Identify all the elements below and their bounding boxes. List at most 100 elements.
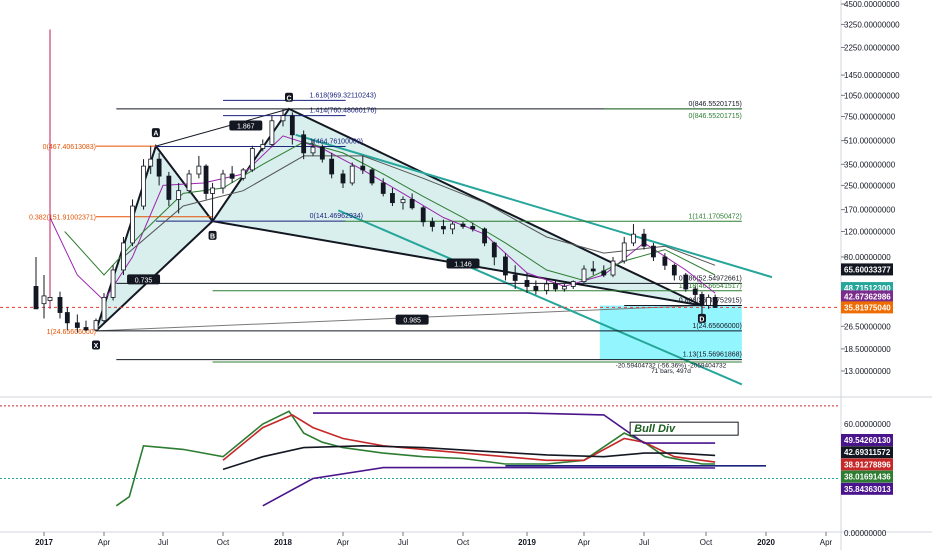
indicator-line [222, 414, 716, 463]
fib-label: 0(467.40613083) [43, 144, 96, 151]
ratio-label-box [229, 120, 263, 131]
candle-body [692, 288, 698, 295]
candle-body [360, 165, 366, 171]
candle-body [319, 146, 325, 160]
price-tick-label: 18.50000000 [844, 345, 891, 354]
indicator-tick-label: 60.00000000 [844, 420, 891, 429]
candle-body [429, 221, 435, 227]
price-panel: 1.618(969.32110243) 1.414(760.48060176) 0(… [0, 29, 838, 386]
ratio-label-box [395, 314, 429, 325]
price-tick-label: 350.00000000 [844, 160, 896, 169]
price-tick-label: 80.00000000 [844, 253, 891, 262]
pattern-point-marker [151, 128, 160, 138]
bull-div-box [629, 421, 739, 436]
candle-body [64, 312, 70, 324]
price-tick-label: 26.50000000 [844, 322, 891, 331]
candle-body [503, 256, 508, 276]
candle-body [269, 120, 275, 145]
pattern-point-label: C [286, 95, 291, 102]
fib-label: 0(846.55201715) [689, 101, 742, 108]
candle-body [280, 115, 286, 122]
candle-body [249, 148, 255, 171]
pattern-point-marker [697, 313, 706, 323]
fib-label: 1(141.17050472) [689, 213, 742, 220]
fib-label: 1.414(760.48060176) [310, 108, 377, 115]
ratio-label-box [127, 274, 161, 285]
candle-body [57, 296, 63, 313]
candle-body [671, 264, 677, 276]
candle-body [712, 296, 718, 308]
candle-body [553, 283, 558, 290]
time-axis: 2017 Apr Jul Oct 2018 Apr Jul Oct 2019 Apr Jul Oct 2… [35, 532, 833, 547]
time-tick-label: Jul [639, 538, 649, 547]
pattern-point-marker [208, 230, 217, 240]
indicator-badge [841, 458, 893, 471]
price-tick-label: 250.00000000 [844, 181, 896, 190]
fib-label: 0(141.46962934) [310, 213, 363, 220]
price-tick-label: 13.00000000 [844, 367, 891, 376]
candle-body [260, 144, 266, 149]
price-badge [841, 290, 893, 303]
candle-body [289, 115, 295, 136]
time-tick-label: Oct [700, 538, 713, 547]
pattern-point-marker [285, 92, 293, 102]
fib-label: 1(24.65606000) [47, 329, 96, 336]
time-tick-label: Jul [158, 538, 168, 547]
price-tick-label: 3250.00000000 [844, 20, 900, 29]
candle-body [450, 223, 455, 230]
indicator-badge-label: 35.84363013 [844, 485, 891, 494]
moving-average-line [64, 141, 716, 282]
candle-body [662, 256, 668, 266]
candle-body [33, 286, 39, 310]
time-tick-label: Apr [578, 538, 591, 547]
time-tick-label: Jul [398, 538, 408, 547]
indicator-badge [841, 482, 893, 495]
price-badge [841, 301, 893, 314]
candle-body [83, 327, 89, 331]
candle-body [460, 223, 466, 227]
candle-body [400, 199, 406, 204]
fib-label: 1.618(46.66541517) [679, 283, 742, 290]
indicator-badge-label: 38.01691436 [844, 473, 891, 482]
channel-lower [337, 209, 743, 386]
indicator-axis: 60.00000000 0.00000000 49.54260130 42.69311… [841, 420, 893, 538]
candle-body [706, 296, 712, 306]
time-tick-label: Oct [457, 538, 470, 547]
indicator-badge [841, 434, 893, 446]
candle-body [141, 165, 146, 207]
indicator-line [222, 444, 716, 471]
price-badge-label: 48.71512300 [844, 284, 891, 293]
candle-body [651, 245, 656, 258]
price-tick-label: 1450.00000000 [844, 71, 900, 80]
ratio-label: 0.985 [403, 318, 421, 325]
candle-body [683, 274, 689, 290]
time-tick-label: 2017 [35, 538, 53, 547]
candle-body [601, 270, 607, 276]
candle-body [441, 226, 446, 230]
candle-body [470, 226, 476, 230]
candle-body [229, 173, 235, 179]
candle-body [340, 173, 346, 184]
candle-body [621, 242, 627, 262]
candle-body [41, 295, 47, 305]
candle-body [512, 274, 518, 281]
candle-body [101, 296, 107, 322]
fib-label: 0(846.55201715) [689, 113, 742, 120]
candle-body [301, 134, 307, 154]
pattern-point-label: B [210, 233, 215, 240]
channel-upper [295, 133, 773, 279]
indicator-panel: Bull Div [0, 405, 838, 507]
candle-body [310, 146, 316, 154]
candle-body [220, 173, 226, 189]
indicator-line [313, 412, 716, 444]
measure-sub-label: 71 bars, 497d [651, 368, 691, 375]
price-tick-label: 510.00000000 [844, 137, 896, 146]
bull-div-label: Bull Div [634, 423, 676, 435]
price-tick-label: 1050.00000000 [844, 91, 900, 100]
a-c-line [155, 108, 290, 147]
fib-label: 1.13(15.56961868) [683, 352, 742, 359]
candle-body [482, 228, 487, 244]
time-tick-label: Apr [337, 538, 350, 547]
indicator-badge [841, 470, 893, 483]
